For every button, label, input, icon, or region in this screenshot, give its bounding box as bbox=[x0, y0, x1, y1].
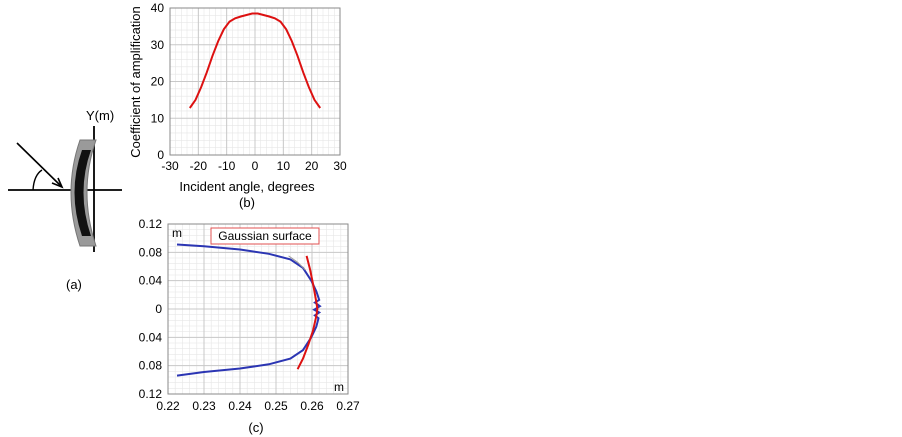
panel-c-x-tick-label: 0.25 bbox=[264, 399, 288, 413]
panel-b-y-tick-label: 40 bbox=[151, 1, 165, 15]
panel-c-plot-frame bbox=[167, 223, 349, 395]
lens-core bbox=[74, 150, 91, 236]
panel-b-amplification-curve bbox=[188, 12, 322, 109]
panel-c-y-tick-label: 0.08 bbox=[139, 359, 163, 373]
panel-a-axis-label: Y(m) bbox=[86, 108, 114, 123]
panel-c-red-curve bbox=[296, 255, 319, 370]
panel-b: -30 -20 -10 0 10 20 30 0 10 20 30 40 Incident angl… bbox=[128, 1, 347, 210]
panel-c-curves bbox=[176, 243, 322, 377]
panel-c-x-tick-labels: 0.22 0.23 0.24 0.25 0.26 0.27 bbox=[156, 399, 360, 413]
incident-ray-arrowhead bbox=[51, 177, 64, 189]
panel-b-x-axis-label: Incident angle, degrees bbox=[179, 179, 315, 194]
panel-c-x-unit: m bbox=[334, 380, 344, 394]
panel-b-y-tick-label: 10 bbox=[151, 111, 165, 125]
incident-ray bbox=[16, 142, 63, 188]
panel-b-x-tick-label: 20 bbox=[305, 159, 319, 173]
panel-c-caption: (c) bbox=[248, 420, 263, 435]
panel-a-caption: (a) bbox=[66, 277, 82, 292]
panel-c-x-tick-label: 0.23 bbox=[192, 399, 216, 413]
incidence-angle-arc bbox=[32, 169, 43, 191]
panel-c-y-unit: m bbox=[172, 226, 182, 240]
panel-c-major-grid bbox=[167, 223, 349, 395]
panel-b-y-tick-label: 20 bbox=[151, 75, 165, 89]
panel-c-x-tick-label: 0.22 bbox=[156, 399, 180, 413]
gaussian-surface-label: Gaussian surface bbox=[218, 229, 312, 243]
panel-b-x-tick-label: -30 bbox=[161, 159, 179, 173]
panel-b-x-tick-label: 30 bbox=[333, 159, 347, 173]
panel-b-x-tick-labels: -30 -20 -10 0 10 20 30 bbox=[161, 159, 347, 173]
panel-c-x-tick-label: 0.24 bbox=[228, 399, 252, 413]
panel-c-blue-curve bbox=[176, 243, 322, 377]
panel-b-x-tick-label: 10 bbox=[277, 159, 291, 173]
panel-c-x-tick-label: 0.26 bbox=[300, 399, 324, 413]
panel-c-y-tick-label: 0.08 bbox=[139, 245, 163, 259]
panel-b-x-tick-label: 0 bbox=[252, 159, 259, 173]
panel-b-y-axis-label: Coefficient of amplification bbox=[128, 6, 143, 158]
panel-b-x-tick-label: -10 bbox=[218, 159, 236, 173]
panel-c-y-tick-label: 0.12 bbox=[139, 217, 163, 231]
panel-b-x-tick-label: -20 bbox=[190, 159, 208, 173]
panel-c-y-tick-label: 0.04 bbox=[139, 274, 163, 288]
panel-b-y-tick-labels: 0 10 20 30 40 bbox=[151, 1, 165, 162]
gaussian-surface-label-box bbox=[210, 227, 320, 245]
panel-b-y-tick-label: 30 bbox=[151, 38, 165, 52]
panel-a: Y(m) (a) bbox=[8, 108, 122, 292]
panel-c-y-tick-label: 0.04 bbox=[139, 330, 163, 344]
panel-c: 0.22 0.23 0.24 0.25 0.26 0.27 0.120.080.0400.… bbox=[139, 217, 360, 435]
panel-c-y-tick-label: 0 bbox=[155, 302, 162, 316]
panel-b-plot-frame bbox=[169, 7, 341, 156]
panel-b-y-tick-label: 0 bbox=[157, 148, 164, 162]
panel-c-y-tick-labels: 0.12 0.08 0.04 0 0.04 0.08 0.12 bbox=[139, 217, 163, 401]
panel-c-x-tick-label: 0.27 bbox=[336, 399, 360, 413]
panel-c-gray-curve bbox=[288, 255, 306, 271]
panel-c-y-tick-label: 0.12 bbox=[139, 387, 163, 401]
panel-b-caption: (b) bbox=[239, 195, 255, 210]
